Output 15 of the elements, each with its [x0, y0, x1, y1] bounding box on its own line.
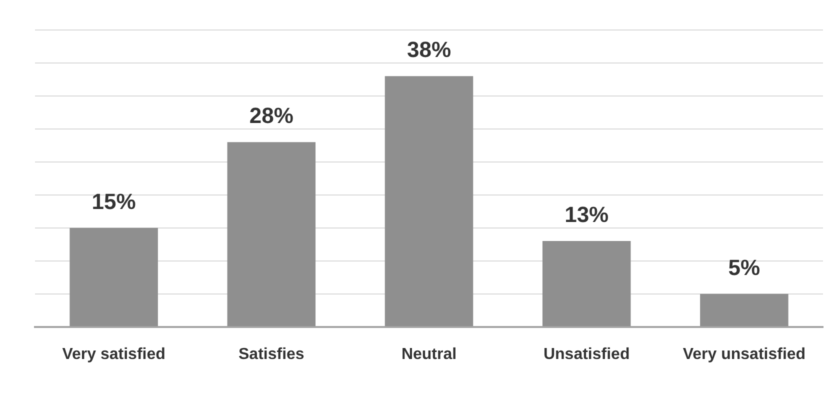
data-label: 13%	[564, 202, 609, 228]
x-tick-label: Very unsatisfied	[682, 346, 806, 363]
x-tick-label: Satisfies	[238, 346, 304, 363]
x-tick-label: Neutral	[401, 346, 457, 363]
bar	[384, 76, 474, 326]
bar	[542, 241, 631, 326]
bar	[70, 228, 158, 326]
data-label: 5%	[728, 254, 760, 280]
x-tick-label: Unsatisfied	[543, 346, 630, 363]
data-label: 28%	[249, 103, 294, 128]
bar	[700, 294, 788, 326]
data-label: 38%	[406, 37, 452, 62]
bar	[227, 142, 316, 326]
x-tick-label: Very satisfied	[62, 346, 166, 363]
data-label: 15%	[92, 188, 136, 214]
